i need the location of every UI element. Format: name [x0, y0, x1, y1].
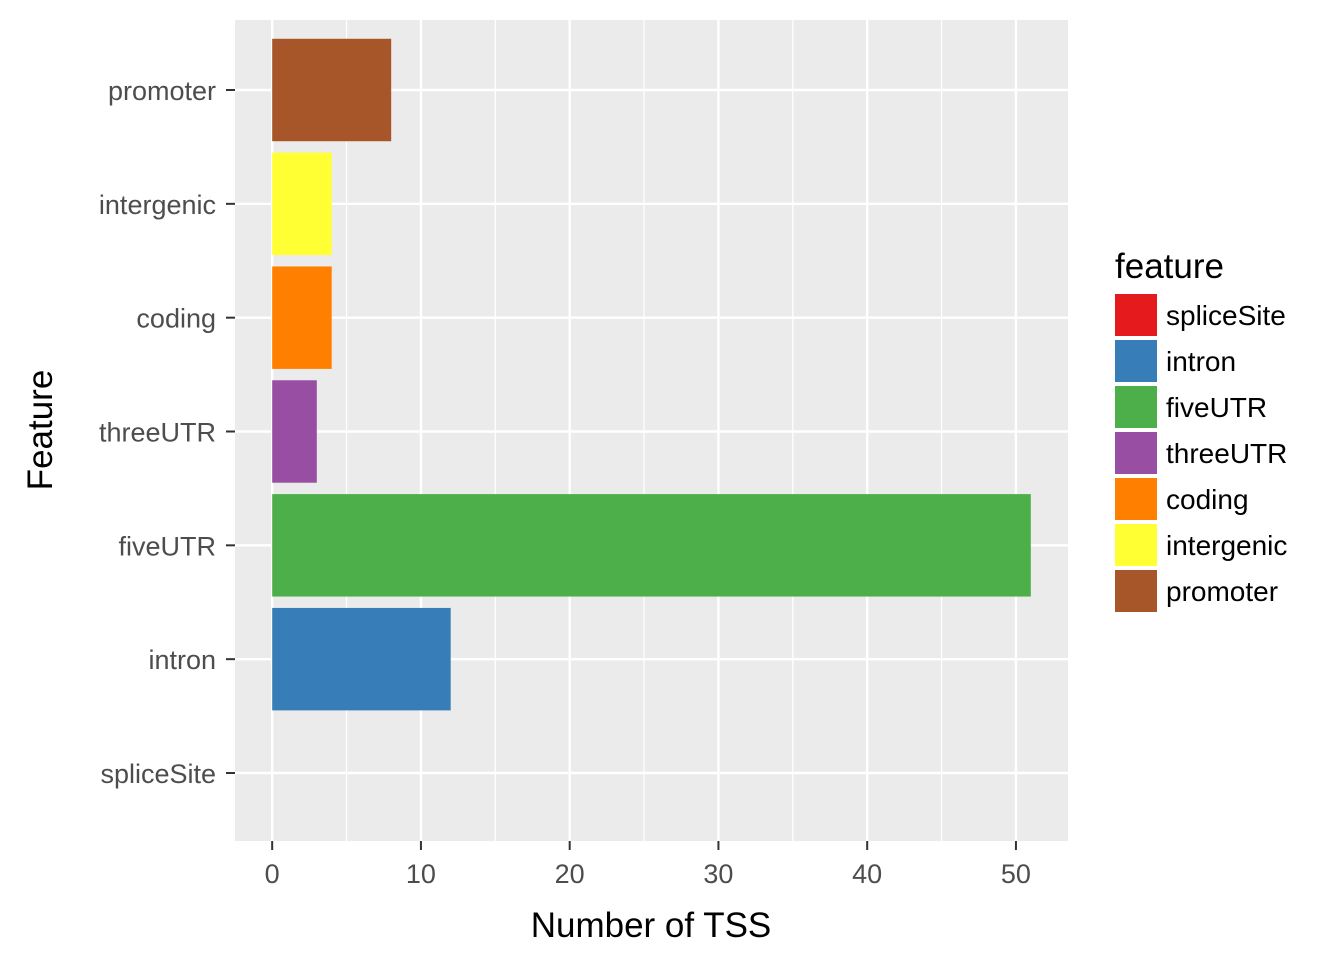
bar-coding	[272, 266, 332, 369]
y-tick-label: threeUTR	[99, 418, 216, 448]
legend-title: feature	[1115, 247, 1224, 286]
y-tick-label: spliceSite	[100, 759, 216, 789]
legend-label: intron	[1166, 346, 1236, 377]
x-tick-label: 40	[852, 859, 882, 889]
legend-label: spliceSite	[1166, 300, 1286, 331]
legend-key-coding	[1115, 478, 1157, 520]
legend-key-intergenic	[1115, 524, 1157, 566]
y-tick-label: coding	[136, 304, 216, 334]
bar-threeUTR	[272, 380, 317, 483]
bar-promoter	[272, 38, 392, 142]
y-axis: spliceSite intron fiveUTR threeUTR coding int…	[99, 76, 235, 789]
bar-fiveUTR	[272, 494, 1031, 597]
legend-label: threeUTR	[1166, 438, 1287, 469]
bar-intron	[272, 607, 451, 711]
legend-label: coding	[1166, 484, 1249, 515]
legend-key-threeUTR	[1115, 432, 1157, 474]
y-tick-label: promoter	[108, 76, 216, 106]
legend-key-promoter	[1115, 570, 1157, 612]
x-tick-label: 20	[555, 859, 585, 889]
y-tick-label: fiveUTR	[118, 531, 216, 561]
y-tick-label: intron	[148, 645, 216, 675]
bars	[272, 38, 1031, 711]
x-axis-title: Number of TSS	[531, 906, 772, 945]
legend-label: promoter	[1166, 576, 1278, 607]
legend-label: intergenic	[1166, 530, 1287, 561]
legend: feature spliceSite intron fiveUTR threeUTR c…	[1115, 247, 1287, 612]
legend-label: fiveUTR	[1166, 392, 1267, 423]
x-tick-label: 10	[406, 859, 436, 889]
bar-intergenic	[272, 152, 332, 256]
y-axis-title: Feature	[21, 370, 60, 491]
legend-key-spliceSite	[1115, 294, 1157, 336]
legend-key-intron	[1115, 340, 1157, 382]
x-tick-label: 50	[1001, 859, 1031, 889]
x-axis: 0 10 20 30 40 50	[265, 841, 1031, 889]
y-tick-label: intergenic	[99, 190, 216, 220]
x-tick-label: 30	[703, 859, 733, 889]
legend-key-fiveUTR	[1115, 386, 1157, 428]
x-tick-label: 0	[265, 859, 280, 889]
